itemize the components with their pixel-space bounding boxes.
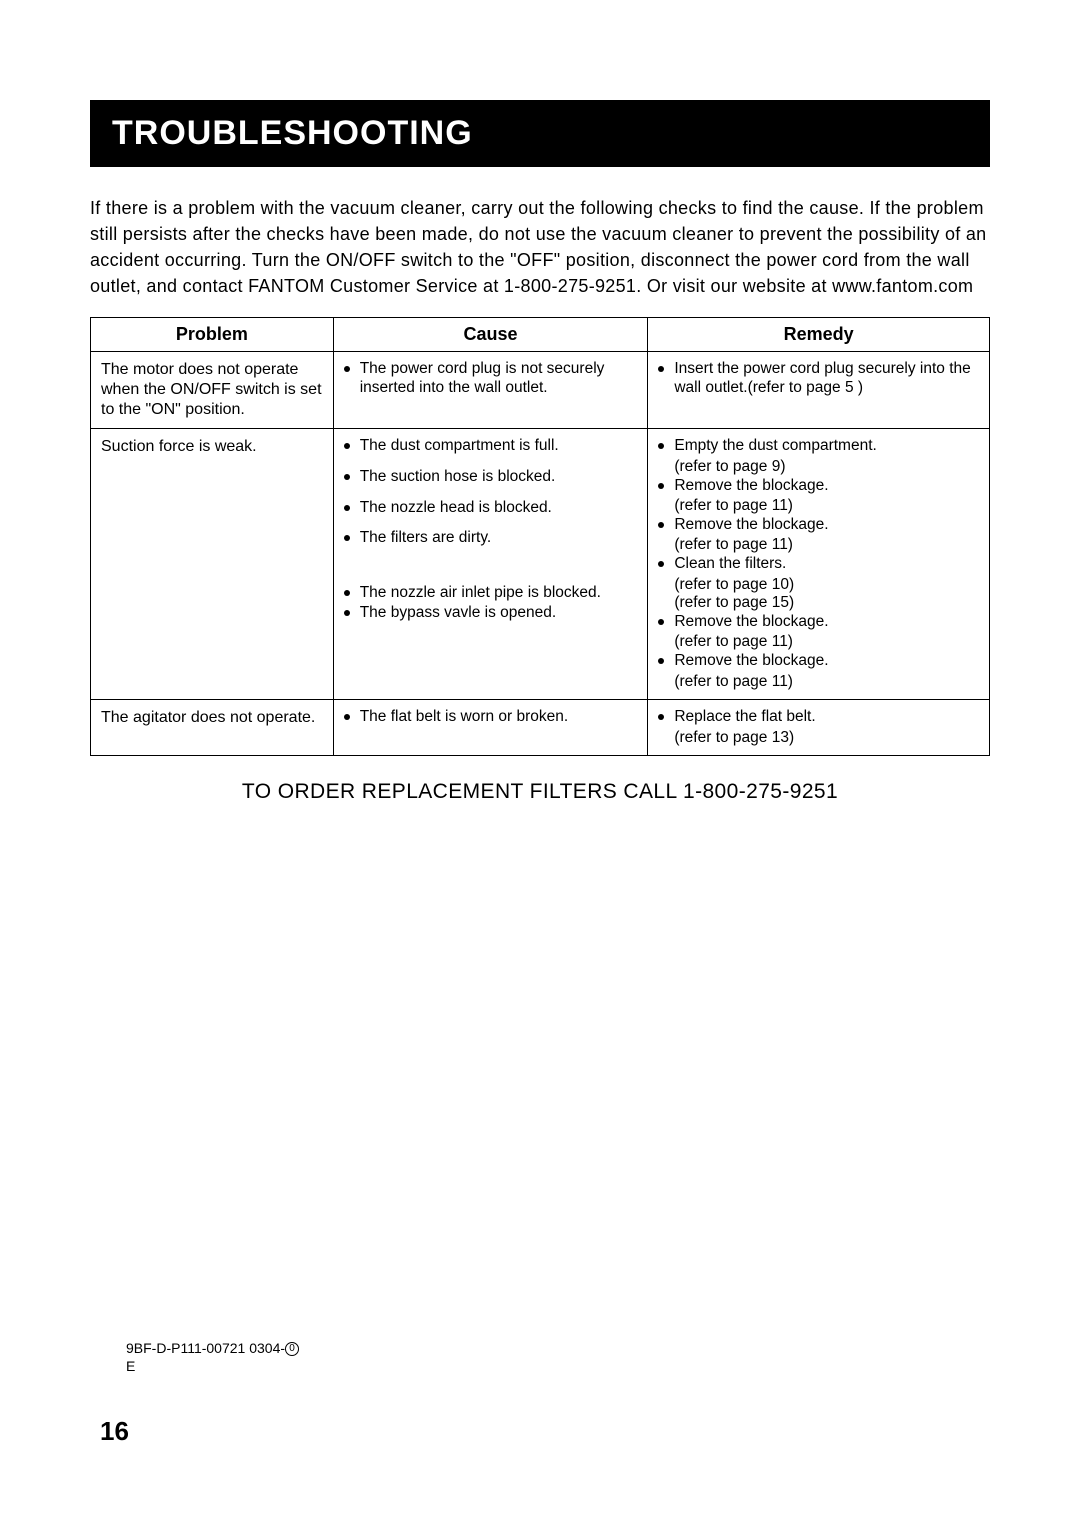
order-replacement-text: TO ORDER REPLACEMENT FILTERS CALL 1-800-… xyxy=(90,780,990,804)
cause-item: The suction hose is blocked. xyxy=(344,468,638,487)
page-number: 16 xyxy=(100,1416,129,1447)
cause-item: The flat belt is worn or broken. xyxy=(344,708,638,727)
spacer xyxy=(344,458,638,468)
cause-item: The nozzle head is blocked. xyxy=(344,499,638,518)
remedy-sub: (refer to page 10) xyxy=(658,576,979,595)
remedy-cell: Replace the flat belt. (refer to page 13… xyxy=(648,700,990,756)
problem-cell: Suction force is weak. xyxy=(91,429,334,700)
spacer xyxy=(344,550,638,574)
remedy-sub: (refer to page 11) xyxy=(658,633,979,652)
cause-item: The nozzle air inlet pipe is blocked. xyxy=(344,584,638,603)
problem-text: Suction force is weak. xyxy=(101,437,323,457)
remedy-cell: Empty the dust compartment. (refer to pa… xyxy=(648,429,990,700)
remedy-list: Insert the power cord plug securely into… xyxy=(658,360,979,397)
table-row: Suction force is weak. The dust compartm… xyxy=(91,429,990,700)
doc-code-line1: 9BF-D-P111-00721 0304- xyxy=(126,1340,285,1356)
cause-cell: The flat belt is worn or broken. xyxy=(333,700,648,756)
spacer xyxy=(344,574,638,584)
cause-cell: The dust compartment is full. The suctio… xyxy=(333,429,648,700)
header-remedy: Remedy xyxy=(648,318,990,352)
page-header: TROUBLESHOOTING xyxy=(90,100,990,167)
remedy-item: Empty the dust compartment. xyxy=(658,437,979,456)
table-header-row: Problem Cause Remedy xyxy=(91,318,990,352)
cause-cell: The power cord plug is not securely inse… xyxy=(333,352,648,429)
problem-cell: The motor does not operate when the ON/O… xyxy=(91,352,334,429)
spacer xyxy=(344,519,638,529)
remedy-item: Remove the blockage. xyxy=(658,516,979,535)
problem-text: The agitator does not operate. xyxy=(101,708,323,728)
remedy-sub: (refer to page 11) xyxy=(658,497,979,516)
doc-code-line2: E xyxy=(126,1358,135,1374)
remedy-item: Remove the blockage. xyxy=(658,652,979,671)
remedy-item: Clean the filters. xyxy=(658,555,979,574)
table-row: The agitator does not operate. The flat … xyxy=(91,700,990,756)
cause-item: The power cord plug is not securely inse… xyxy=(344,360,638,397)
circled-digit: 0 xyxy=(285,1342,299,1356)
problem-cell: The agitator does not operate. xyxy=(91,700,334,756)
cause-item: The dust compartment is full. xyxy=(344,437,638,456)
remedy-item: Remove the blockage. xyxy=(658,477,979,496)
header-problem: Problem xyxy=(91,318,334,352)
remedy-sub: (refer to page 15) xyxy=(658,594,979,613)
document-code: 9BF-D-P111-00721 0304-0 E xyxy=(126,1339,299,1375)
problem-text: The motor does not operate when the ON/O… xyxy=(101,360,323,420)
cause-list: The flat belt is worn or broken. xyxy=(344,708,638,727)
cause-item: The filters are dirty. xyxy=(344,529,638,548)
remedy-list: Replace the flat belt. (refer to page 13… xyxy=(658,708,979,747)
troubleshooting-table: Problem Cause Remedy The motor does not … xyxy=(90,317,990,756)
intro-paragraph: If there is a problem with the vacuum cl… xyxy=(90,195,990,299)
header-cause: Cause xyxy=(333,318,648,352)
remedy-sub: (refer to page 13) xyxy=(658,729,979,748)
remedy-item: Remove the blockage. xyxy=(658,613,979,632)
page-title: TROUBLESHOOTING xyxy=(112,114,968,153)
remedy-sub: (refer to page 11) xyxy=(658,673,979,692)
cause-item: The bypass vavle is opened. xyxy=(344,604,638,623)
cause-list: The dust compartment is full. The suctio… xyxy=(344,437,638,623)
remedy-item: Replace the flat belt. xyxy=(658,708,979,727)
remedy-sub: (refer to page 11) xyxy=(658,536,979,555)
remedy-list: Empty the dust compartment. (refer to pa… xyxy=(658,437,979,691)
remedy-item: Insert the power cord plug securely into… xyxy=(658,360,979,397)
cause-list: The power cord plug is not securely inse… xyxy=(344,360,638,397)
table-row: The motor does not operate when the ON/O… xyxy=(91,352,990,429)
remedy-sub: (refer to page 9) xyxy=(658,458,979,477)
spacer xyxy=(344,489,638,499)
remedy-cell: Insert the power cord plug securely into… xyxy=(648,352,990,429)
